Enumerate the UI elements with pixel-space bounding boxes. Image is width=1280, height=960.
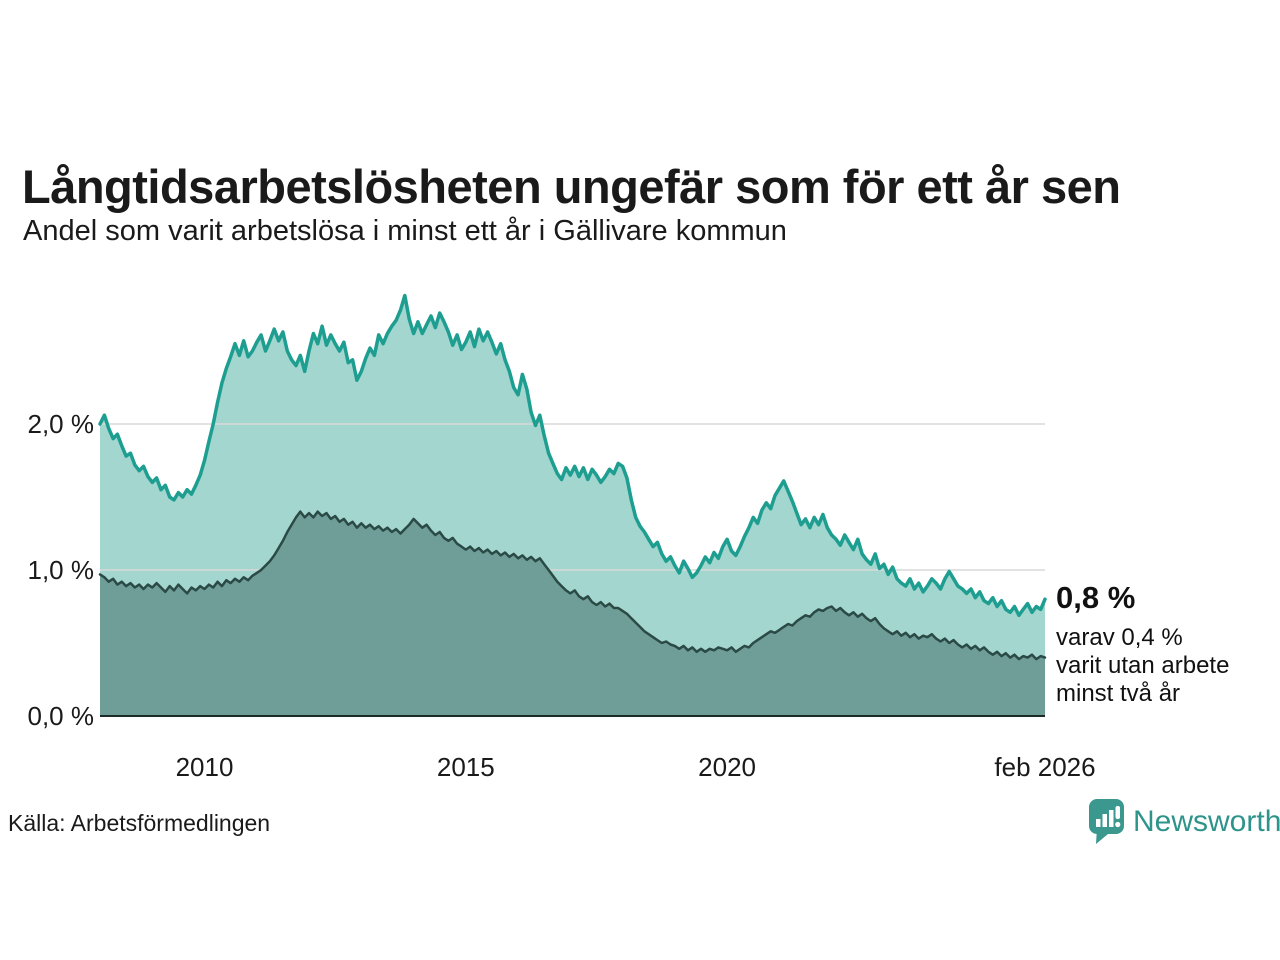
x-axis-label-2010: 2010 (175, 752, 234, 782)
exclamation-dot (1115, 821, 1121, 828)
bar-large (1109, 810, 1114, 827)
end-value-detail-line-2: varit utan arbete (1056, 652, 1230, 679)
end-value-total: 0,8 % (1056, 580, 1136, 615)
chart-subtitle: Andel som varit arbetslösa i minst ett å… (23, 215, 787, 247)
newsworthy-pin-icon (1089, 799, 1124, 844)
newsworthy-logo: Newsworthy (1088, 798, 1280, 846)
y-axis-label-2pct: 2,0 % (27, 409, 95, 439)
y-axis-label-0pct: 0,0 % (27, 701, 95, 731)
newsworthy-wordmark: Newsworthy (1133, 805, 1280, 838)
end-value-detail-line-1: varav 0,4 % (1056, 624, 1183, 651)
end-value-detail-line-3: minst två år (1056, 680, 1181, 707)
x-axis-label-feb-2026: feb 2026 (994, 752, 1096, 782)
bar-small (1096, 819, 1101, 827)
x-axis-label-2015: 2015 (436, 752, 495, 782)
page-title: Långtidsarbetslösheten ungefär som för e… (22, 160, 1121, 214)
bar-medium (1102, 814, 1107, 827)
line-one-year (98, 293, 1047, 618)
area-fill-two-years (100, 511, 1045, 716)
line-two-years (98, 510, 1047, 661)
exclamation-bar (1115, 806, 1120, 819)
end-value-annotation: 0,8 % varav 0,4 % varit utan arbete mins… (1056, 581, 1276, 708)
x-axis-label-2020: 2020 (698, 752, 757, 782)
y-axis-label-1pct: 1,0 % (27, 555, 95, 585)
source-attribution: Källa: Arbetsförmedlingen (8, 810, 271, 836)
